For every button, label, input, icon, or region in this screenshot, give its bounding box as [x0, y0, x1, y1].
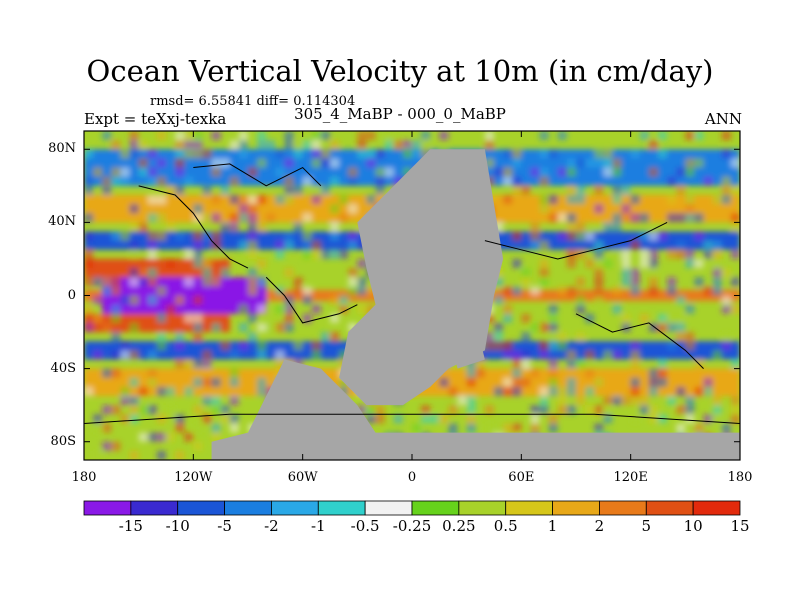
colorbar-label: -1	[310, 517, 326, 535]
lon-tick-label: 0	[407, 470, 417, 485]
colorbar-swatch	[458, 500, 507, 516]
lon-tick-label: 180	[71, 470, 97, 485]
colorbar-label: 15	[730, 517, 750, 535]
colorbar-label: 10	[683, 517, 703, 535]
lat-tick-label: 80S	[50, 433, 76, 449]
colorbar-swatch	[645, 500, 694, 516]
colorbar-swatch	[177, 500, 225, 516]
colorbar-swatch	[692, 500, 741, 516]
lat-tick-label: 80N	[48, 141, 76, 157]
stats-label: rmsd= 6.55841 diff= 0.114304	[150, 94, 356, 109]
colorbar-label: -2	[264, 517, 279, 535]
colorbar-label: 0.5	[493, 517, 518, 535]
colorbar-swatch	[364, 500, 413, 516]
lat-tick-label: 40S	[50, 360, 76, 376]
colorbar-swatch	[411, 500, 460, 516]
coastlines	[84, 163, 740, 424]
axis-ticks	[83, 131, 741, 460]
page-title: Ocean Vertical Velocity at 10m (in cm/da…	[86, 54, 714, 88]
experiment-label: Expt = teXxj-texka	[84, 110, 227, 128]
colorbar-swatch	[271, 500, 319, 516]
colorbar-label: 5	[641, 517, 652, 535]
lat-tick-label: 0	[67, 287, 76, 303]
lon-tick-label: 120W	[174, 470, 213, 485]
lon-tick-label: 120E	[613, 470, 648, 485]
colorbar-label: -5	[217, 517, 232, 535]
colorbar-swatch	[130, 500, 179, 516]
land-mask	[211, 149, 740, 460]
colorbar-label: -0.25	[392, 517, 432, 535]
lat-tick-label: 40N	[48, 214, 76, 230]
colorbar-swatch	[224, 500, 272, 516]
lon-tick-label: 60W	[287, 470, 318, 485]
colorbar-label: 1	[547, 517, 558, 535]
colorbar-label: 0.25	[442, 517, 476, 535]
lon-tick-label: 60E	[508, 470, 535, 485]
colorbar-swatch	[552, 500, 600, 516]
colorbar-swatch	[317, 500, 366, 516]
colorbar-label: -15	[118, 517, 143, 535]
comparison-label: 305_4_MaBP - 000_0_MaBP	[294, 105, 506, 123]
colorbar-label: -10	[165, 517, 190, 535]
colorbar-label: -0.5	[350, 517, 380, 535]
lon-tick-label: 180	[727, 470, 753, 485]
colorbar-label: 2	[594, 517, 605, 535]
colorbar-swatch	[505, 500, 553, 516]
colorbar-swatch	[83, 500, 132, 516]
colorbar-swatch	[599, 500, 647, 516]
season-label: ANN	[704, 110, 742, 128]
